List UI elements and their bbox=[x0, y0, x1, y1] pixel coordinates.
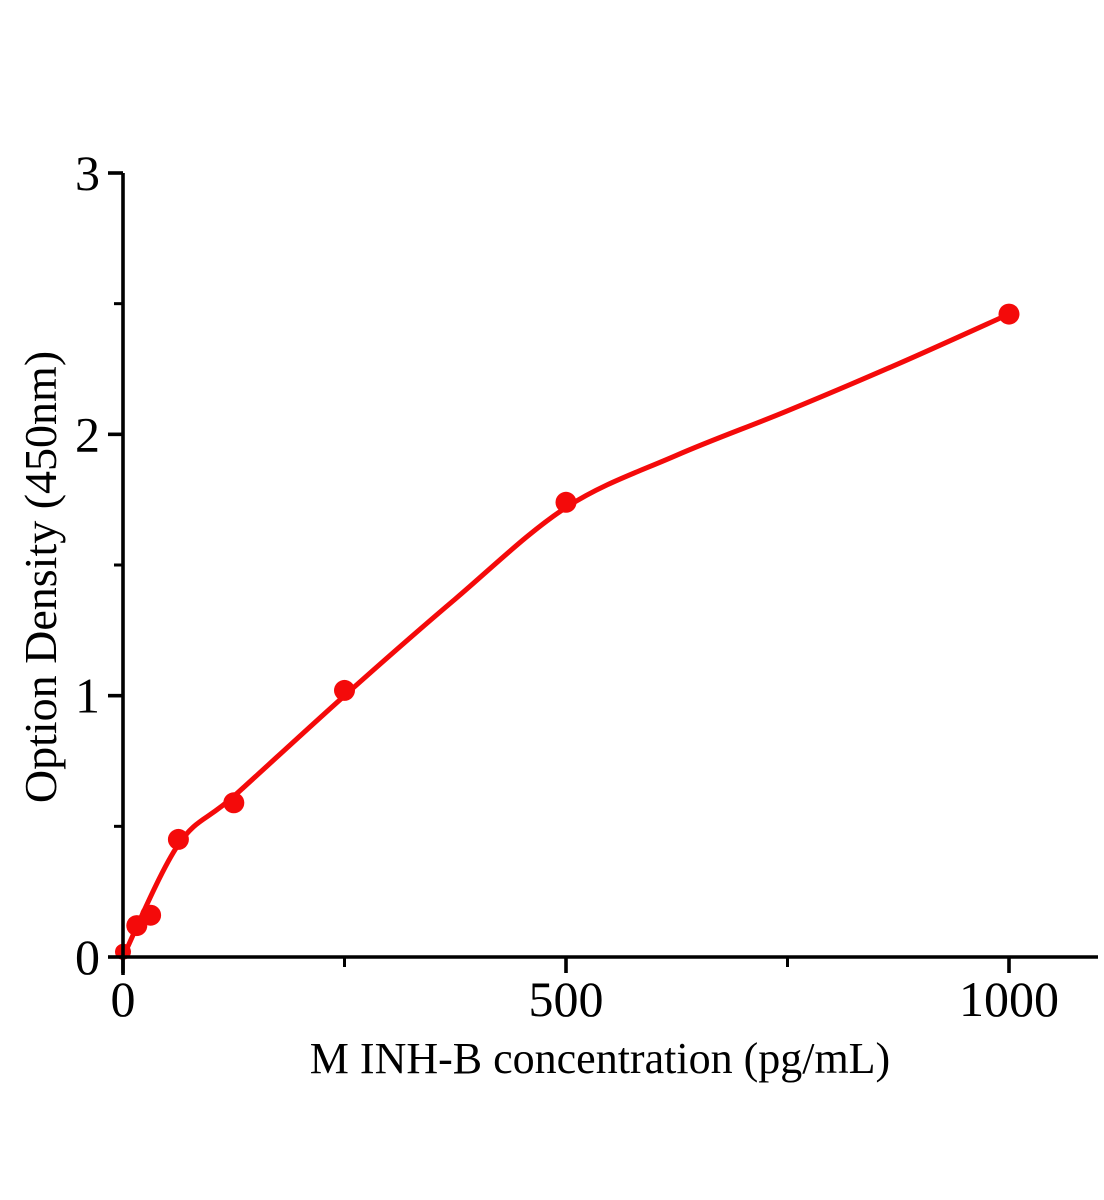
y-axis-title: Option Density (450nm) bbox=[15, 351, 66, 803]
tick-label-layer: 0 500 1000 0 1 2 3 bbox=[75, 145, 1059, 1027]
standard-curve-line bbox=[120, 311, 1012, 960]
data-point bbox=[334, 679, 355, 701]
x-tick-label: 500 bbox=[529, 971, 604, 1027]
plot-layer bbox=[115, 303, 1020, 960]
y-tick-label: 1 bbox=[75, 668, 100, 724]
y-tick-label: 2 bbox=[75, 406, 100, 462]
data-point bbox=[140, 904, 162, 926]
y-tick-label: 3 bbox=[75, 145, 100, 201]
axis-layer bbox=[108, 171, 1098, 975]
y-tick-label: 0 bbox=[75, 929, 100, 985]
x-axis-title: M INH-B concentration (pg/mL) bbox=[310, 1034, 890, 1083]
data-point bbox=[555, 491, 577, 513]
data-point bbox=[223, 792, 245, 814]
data-point bbox=[998, 303, 1020, 325]
x-tick-label: 0 bbox=[111, 971, 136, 1027]
x-tick-label: 1000 bbox=[959, 971, 1059, 1027]
data-point bbox=[167, 828, 189, 850]
